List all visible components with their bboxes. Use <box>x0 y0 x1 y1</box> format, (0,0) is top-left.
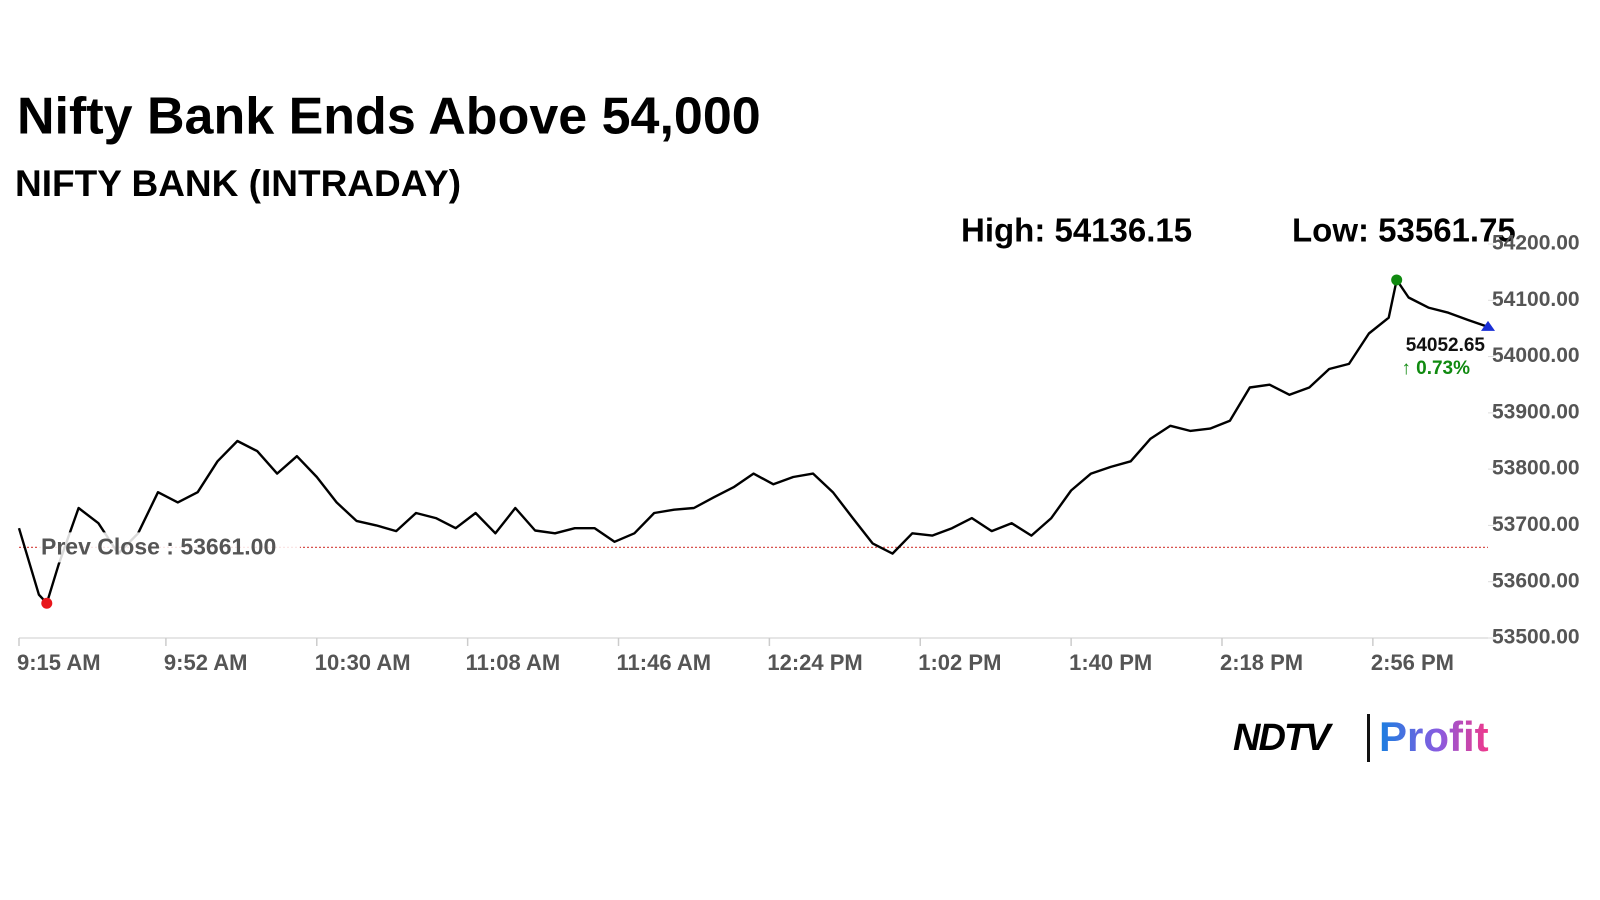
x-tick-label: 9:15 AM <box>17 650 101 675</box>
y-tick-label: 54100.00 <box>1492 288 1580 311</box>
logo-ndtv: NDTV <box>1233 717 1333 759</box>
x-tick-label: 11:46 AM <box>617 650 712 675</box>
change-label: ↑ 0.73% <box>1401 358 1470 379</box>
y-tick-label: 53500.00 <box>1492 626 1580 649</box>
x-tick-label: 2:18 PM <box>1220 650 1303 675</box>
x-tick-label: 12:24 PM <box>767 650 862 675</box>
x-tick-label: 1:40 PM <box>1069 650 1152 675</box>
high-marker <box>1391 274 1403 286</box>
logo-divider <box>1367 714 1370 762</box>
low-marker <box>41 597 53 609</box>
y-tick-label: 53600.00 <box>1492 569 1580 592</box>
y-tick-label: 54000.00 <box>1492 344 1580 367</box>
low-label: Low: 53561.75 <box>1292 212 1516 249</box>
x-tick-label: 10:30 AM <box>315 650 411 675</box>
high-label: High: 54136.15 <box>961 212 1192 249</box>
last-marker <box>1481 320 1495 331</box>
x-tick-label: 9:52 AM <box>164 650 248 675</box>
x-tick-label: 1:02 PM <box>918 650 1001 675</box>
chart-subtitle: NIFTY BANK (INTRADAY) <box>15 163 461 204</box>
x-tick-label: 11:08 AM <box>466 650 561 675</box>
last-value-label: 54052.65 <box>1406 335 1486 356</box>
y-tick-label: 53800.00 <box>1492 457 1580 480</box>
chart-title: Nifty Bank Ends Above 54,000 <box>17 88 761 146</box>
price-line <box>17 278 1489 605</box>
y-tick-label: 53900.00 <box>1492 400 1580 423</box>
logo-profit: Profit <box>1379 713 1489 760</box>
y-tick-label: 53700.00 <box>1492 513 1580 536</box>
prev-close-label-bg <box>38 532 300 563</box>
y-tick-label: 54200.00 <box>1492 232 1580 255</box>
prev-close-label: Prev Close : 53661.00 <box>41 533 276 559</box>
x-tick-label: 2:56 PM <box>1371 650 1454 675</box>
